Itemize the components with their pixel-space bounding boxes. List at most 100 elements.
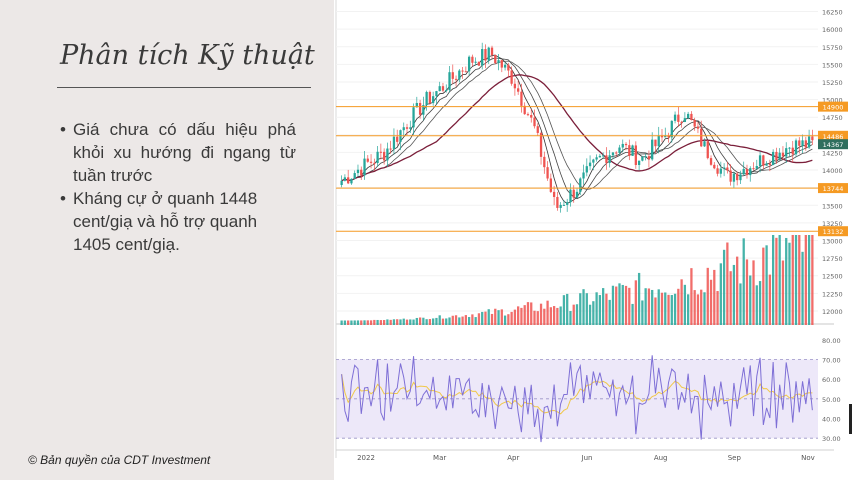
volume-bar — [709, 279, 713, 325]
volume-bar — [373, 319, 376, 325]
volume-bar — [435, 317, 438, 325]
candle-body — [418, 102, 422, 115]
x-tick-label: 2022 — [357, 454, 375, 462]
candle-body — [680, 121, 683, 123]
volume-bar — [624, 285, 628, 325]
candle-body — [523, 105, 526, 115]
candle-body — [432, 96, 435, 104]
candle-body — [664, 135, 667, 138]
volume-bar — [579, 293, 582, 325]
volume-bar — [353, 320, 356, 325]
volume-bar — [464, 315, 467, 325]
price-tick-label: 16250 — [822, 9, 843, 17]
candle-body — [631, 145, 634, 156]
volume-bar — [572, 304, 575, 325]
candle-body — [781, 152, 785, 157]
candle-body — [467, 56, 471, 72]
volume-bar — [631, 303, 634, 325]
volume-bar — [562, 295, 566, 325]
rsi-tick-label: 70.00 — [822, 357, 841, 365]
candle-body — [673, 114, 677, 121]
candle-body — [582, 172, 585, 179]
candle-body — [513, 83, 517, 89]
candle-body — [706, 141, 709, 159]
volume-bar — [690, 268, 693, 325]
volume-bar — [713, 269, 716, 325]
price-tick-label: 15750 — [822, 44, 843, 52]
volume-bar — [785, 237, 788, 325]
volume-bar — [513, 309, 517, 325]
candle-body — [347, 177, 350, 184]
volume-bar — [703, 292, 706, 325]
volume-bar — [503, 315, 507, 325]
candle-body — [471, 56, 474, 63]
candle-body — [487, 47, 490, 61]
volume-bar — [644, 288, 647, 325]
candle-body — [562, 204, 566, 206]
candle-body — [585, 166, 588, 173]
candle-body — [448, 72, 451, 90]
candle-body — [644, 156, 647, 158]
price-tick-label: 12000 — [822, 308, 843, 316]
volume-bar — [356, 320, 360, 325]
candle-body — [778, 152, 781, 161]
volume-bar — [798, 235, 801, 325]
candle-body — [517, 88, 520, 92]
price-tick-label: 12500 — [822, 273, 843, 281]
volume-bar — [481, 311, 484, 325]
volume-bar — [389, 319, 392, 325]
volume-bar — [552, 306, 556, 325]
volume-bar — [569, 311, 572, 325]
volume-bar — [360, 320, 363, 325]
candle-body — [536, 126, 539, 133]
volume-bar — [386, 319, 389, 325]
candle-body — [611, 152, 615, 156]
volume-bar — [409, 319, 412, 325]
volume-bar — [677, 288, 680, 325]
candle-body — [340, 180, 343, 186]
candle-body — [402, 127, 405, 131]
candle-body — [373, 162, 376, 164]
candle-body — [507, 64, 510, 71]
candle-body — [438, 86, 441, 92]
candle-body — [722, 167, 726, 169]
volume-bar — [592, 301, 595, 325]
candle-body — [458, 70, 461, 80]
candle-body — [369, 161, 373, 163]
candle-body — [494, 55, 497, 64]
candle-body — [651, 139, 654, 160]
volume-bar — [546, 300, 549, 325]
candle-body — [451, 72, 454, 79]
volume-bar — [680, 279, 683, 325]
volume-bar — [611, 285, 615, 325]
candle-body — [343, 177, 347, 181]
rsi-tick-label: 50.00 — [822, 396, 841, 404]
candle-body — [621, 143, 624, 148]
volume-bar — [775, 237, 778, 325]
volume-bar — [807, 235, 811, 325]
candle-body — [768, 163, 772, 165]
candle-body — [353, 173, 356, 179]
volume-bar — [497, 310, 500, 325]
candle-body — [477, 61, 481, 66]
candle-body — [670, 120, 673, 138]
candle-body — [732, 173, 736, 182]
candle-body — [481, 49, 484, 66]
candle-body — [742, 168, 745, 175]
volume-bar — [621, 284, 624, 325]
candle-body — [464, 71, 467, 73]
candle-body — [396, 136, 399, 142]
candle-body — [392, 136, 396, 150]
volume-bar — [755, 285, 758, 325]
volume-bar — [494, 308, 497, 325]
candle-body — [602, 155, 605, 157]
candle-body — [660, 135, 664, 138]
candle-body — [785, 148, 788, 157]
volume-bar — [687, 294, 690, 325]
volume-bar — [350, 320, 353, 325]
price-tick-label: 13000 — [822, 238, 843, 246]
candle-body — [719, 168, 722, 174]
candle-body — [598, 155, 602, 158]
candle-body — [798, 140, 801, 146]
